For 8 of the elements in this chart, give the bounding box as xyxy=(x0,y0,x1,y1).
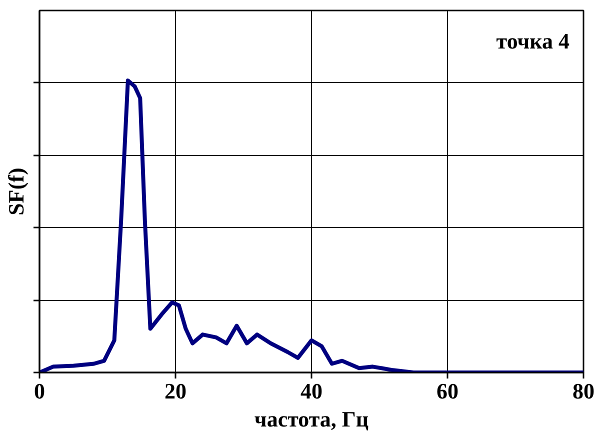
x-axis-title: частота, Гц xyxy=(254,406,369,432)
x-tick-label: 40 xyxy=(300,378,322,404)
x-tick-label: 20 xyxy=(164,378,186,404)
x-tick-label: 80 xyxy=(572,378,594,404)
y-axis-title: SF(f) xyxy=(4,168,28,216)
text: точка 4 xyxy=(496,28,570,54)
x-tick-label: 0 xyxy=(34,378,45,404)
x-tick-label: 60 xyxy=(436,378,458,404)
